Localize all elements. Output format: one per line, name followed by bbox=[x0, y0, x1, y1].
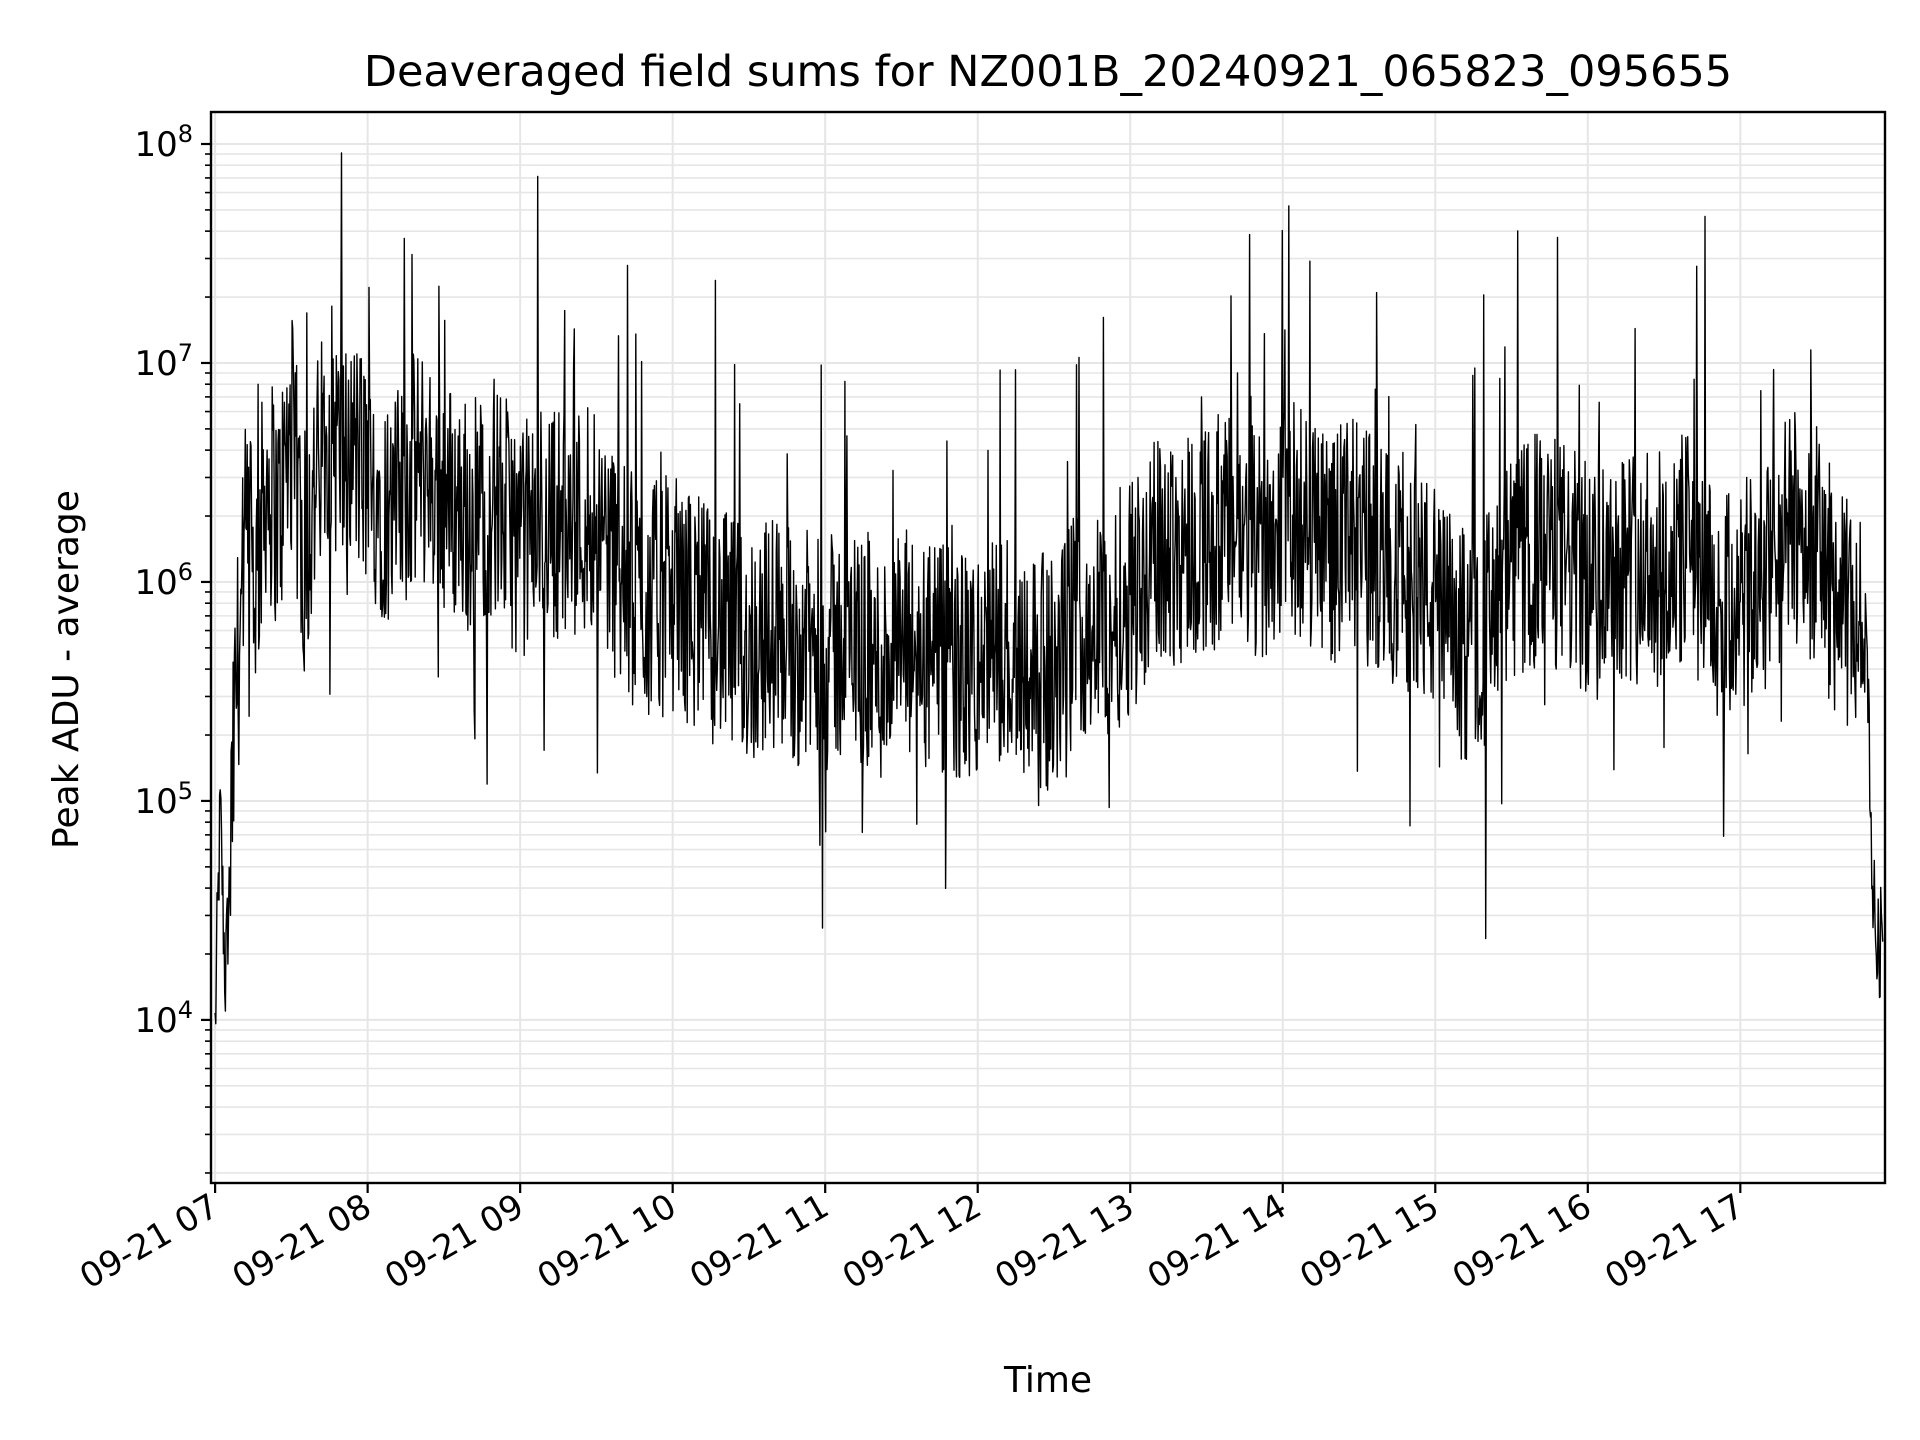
x-axis-label: Time bbox=[1003, 1360, 1092, 1401]
y-tick-label: 108 bbox=[134, 120, 193, 165]
y-tick-label: 104 bbox=[134, 996, 193, 1041]
chart-title: Deaveraged field sums for NZ001B_2024092… bbox=[364, 47, 1732, 97]
y-axis-label: Peak ADU - average bbox=[46, 490, 87, 849]
y-tick-label: 106 bbox=[134, 558, 193, 603]
y-tick-label: 105 bbox=[134, 777, 193, 822]
series-line bbox=[214, 152, 1884, 1025]
y-tick-label: 107 bbox=[134, 339, 193, 384]
